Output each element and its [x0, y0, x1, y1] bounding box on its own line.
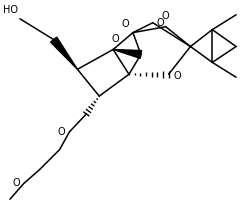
Text: O: O [121, 19, 129, 29]
Polygon shape [50, 37, 77, 69]
Polygon shape [113, 49, 142, 58]
Text: O: O [162, 11, 169, 21]
Text: HO: HO [3, 5, 18, 15]
Text: O: O [157, 18, 164, 28]
Text: O: O [111, 34, 119, 43]
Text: O: O [58, 127, 65, 137]
Text: O: O [12, 178, 20, 188]
Text: O: O [174, 71, 181, 81]
